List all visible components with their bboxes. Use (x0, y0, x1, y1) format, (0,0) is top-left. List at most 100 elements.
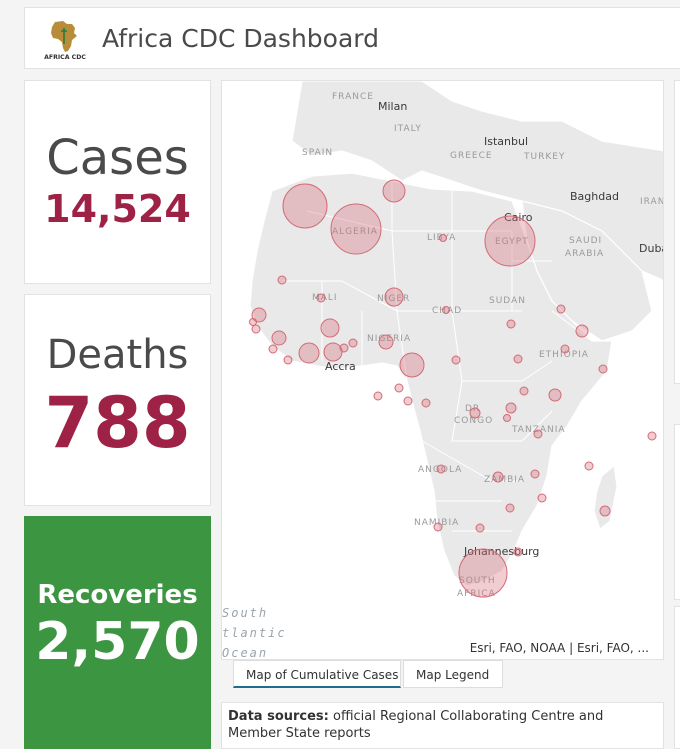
bubble-kenya[interactable] (548, 388, 562, 402)
bubble-ethiopia[interactable] (560, 344, 570, 354)
label-libya: LIBYA (427, 233, 456, 243)
label-south: SOUTH (459, 576, 496, 586)
city-baghdad: Baghdad (570, 190, 619, 203)
bubble-madagascar[interactable] (599, 505, 611, 517)
bubble-liberia[interactable] (283, 355, 293, 365)
bubble-chad[interactable] (442, 306, 450, 314)
case-bubbles[interactable] (249, 179, 657, 598)
recoveries-value: 2,570 (35, 612, 200, 672)
cases-label: Cases (46, 130, 189, 186)
deaths-card: Deaths 788 (24, 294, 211, 506)
label-italy: ITALY (394, 124, 422, 134)
label-france: FRANCE (332, 92, 374, 102)
bubble-angola[interactable] (436, 464, 446, 474)
cases-card: Cases 14,524 (24, 80, 211, 284)
tab-map-legend[interactable]: Map Legend (403, 660, 503, 688)
label-turkey: TURKEY (523, 152, 565, 162)
bubble-sao-tome[interactable] (373, 391, 383, 401)
deaths-label: Deaths (46, 332, 189, 378)
label-angola: ANGOLA (418, 465, 462, 475)
label-zambia: ZAMBIA (484, 475, 525, 485)
bubble-tanzania[interactable] (533, 429, 543, 439)
ocean-label-south: South (222, 606, 268, 620)
bubble-dr-congo[interactable] (469, 407, 481, 419)
label-congo: CONGO (454, 416, 493, 426)
label-chad: CHAD (432, 306, 462, 316)
bubble-tunisia[interactable] (382, 179, 406, 203)
map-attribution[interactable]: Esri, FAO, NOAA | Esri, FAO, ... (469, 641, 649, 655)
bubble-car[interactable] (451, 355, 461, 365)
right-panel-middle (674, 424, 680, 600)
africa-cdc-logo: AFRICA CDC (44, 21, 86, 61)
right-panel-bottom (674, 606, 680, 749)
cumulative-cases-map[interactable]: FRANCE ITALY SPAIN GREECE TURKEY ALGERIA… (221, 80, 664, 660)
ocean-label-atlantic: tlantic (222, 626, 287, 640)
label-nigeria: NIGERIA (367, 334, 411, 344)
label-niger: NIGER (377, 294, 410, 304)
data-sources-panel: Data sources: official Regional Collabor… (221, 702, 664, 749)
city-milan: Milan (378, 100, 407, 113)
bubble-botswana[interactable] (475, 523, 485, 533)
bubble-tanzania-west[interactable] (503, 414, 511, 422)
bubble-benin[interactable] (348, 338, 358, 348)
bubble-uganda[interactable] (513, 354, 523, 364)
bubble-somalia[interactable] (598, 364, 608, 374)
label-africa: AFRICA (457, 589, 496, 599)
bubble-zambia[interactable] (492, 471, 504, 483)
bubble-south-sudan[interactable] (506, 319, 516, 329)
label-sudan: SUDAN (489, 296, 526, 306)
label-arabia: ARABIA (565, 249, 604, 259)
label-iran: IRAN (640, 197, 664, 207)
bubble-nigeria[interactable] (378, 334, 394, 350)
tab-map-of-cumulative-cases[interactable]: Map of Cumulative Cases (233, 660, 401, 688)
bubble-south-africa[interactable] (458, 548, 508, 598)
city-accra: Accra (325, 360, 356, 373)
bubble-zimbabwe[interactable] (505, 503, 515, 513)
bubble-namibia[interactable] (433, 522, 443, 532)
bubble-mauritania[interactable] (277, 275, 287, 285)
bubble-cameroon[interactable] (399, 352, 425, 378)
bubble-libya[interactable] (439, 234, 447, 242)
bubble-morocco[interactable] (282, 183, 328, 229)
bubble-seychelles[interactable] (647, 431, 657, 441)
svg-text:AFRICA CDC: AFRICA CDC (44, 54, 86, 61)
label-egypt: EGYPT (495, 237, 529, 247)
bubble-burkina-faso[interactable] (320, 318, 340, 338)
map-canvas[interactable]: FRANCE ITALY SPAIN GREECE TURKEY ALGERIA… (222, 81, 664, 660)
bubble-gambia[interactable] (249, 318, 257, 326)
bubble-togo[interactable] (339, 343, 349, 353)
bubble-guinea-bissau[interactable] (251, 324, 261, 334)
bubble-algeria[interactable] (330, 203, 382, 255)
bubble-mali[interactable] (316, 293, 326, 303)
bubble-egypt[interactable] (484, 215, 536, 267)
deaths-value: 788 (44, 382, 191, 464)
bubble-niger[interactable] (384, 287, 404, 307)
data-sources-text: official Regional Collaborating Centre a… (228, 709, 604, 741)
bubble-guinea[interactable] (271, 330, 287, 346)
right-panel-top (674, 80, 680, 384)
bubble-burundi[interactable] (505, 402, 517, 414)
bubble-mozambique[interactable] (537, 493, 547, 503)
label-greece: GREECE (450, 151, 493, 161)
label-algeria: ALGERIA (332, 227, 378, 237)
bubble-ghana[interactable] (323, 342, 343, 362)
cases-value: 14,524 (44, 187, 191, 231)
bubble-senegal[interactable] (251, 307, 267, 323)
bubble-sierra-leone[interactable] (268, 344, 278, 354)
bubble-malawi[interactable] (530, 469, 540, 479)
label-mali: MALI (312, 293, 338, 303)
recoveries-label: Recoveries (37, 580, 198, 610)
bubble-eswatini[interactable] (513, 547, 523, 557)
bubble-gabon[interactable] (403, 396, 413, 406)
label-spain: SPAIN (302, 148, 333, 158)
bubble-congo[interactable] (421, 398, 431, 408)
bubble-equatorial-guinea[interactable] (394, 383, 404, 393)
bubble-rwanda[interactable] (519, 386, 529, 396)
bubble-eritrea[interactable] (556, 304, 566, 314)
bubble-djibouti[interactable] (575, 324, 589, 338)
bubble-cote-divoire[interactable] (298, 342, 320, 364)
label-ethiopia: ETHIOPIA (539, 350, 589, 360)
recoveries-card: Recoveries 2,570 (24, 516, 211, 749)
bubble-comoros[interactable] (584, 461, 594, 471)
dashboard-header: AFRICA CDC Africa CDC Dashboard (24, 7, 680, 69)
